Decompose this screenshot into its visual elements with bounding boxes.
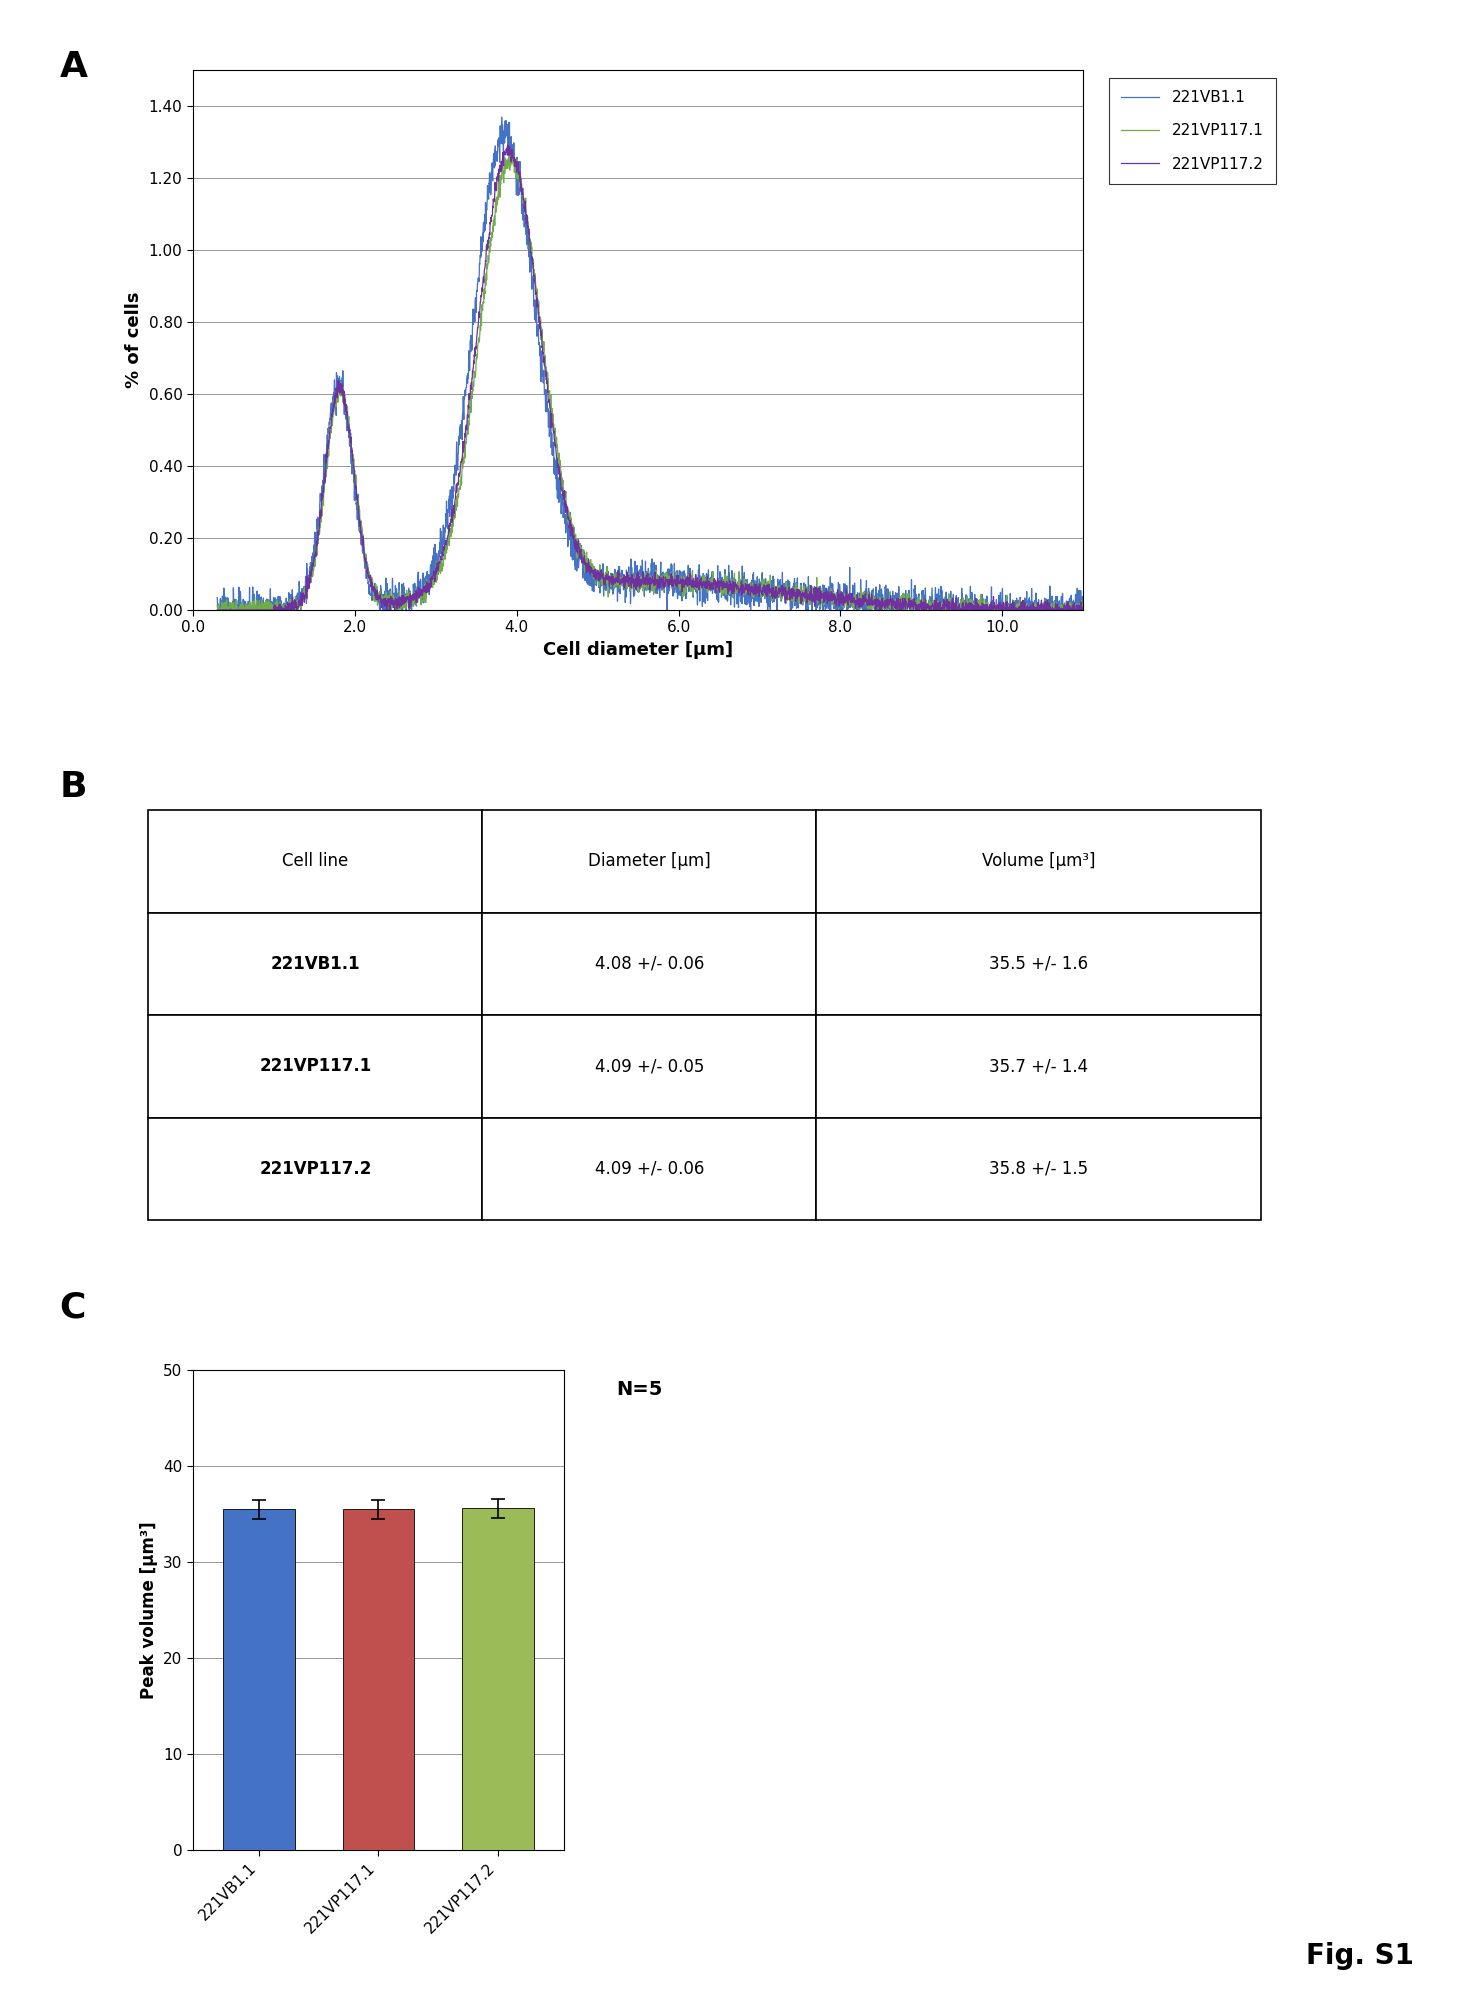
221VB1.1	[359, 560, 377, 584]
221VB1.1	[1074, 586, 1092, 610]
Bar	[462, 1508, 534, 1850]
Text: 35.5 +/- 1.6: 35.5 +/- 1.6	[990, 954, 1088, 972]
221VP117.2	[579, 554, 597, 578]
Line: 221VP117.1: 221VP117.1	[217, 154, 1083, 610]
Text: A: A	[59, 50, 88, 84]
Text: Diameter [μm]: Diameter [μm]	[588, 852, 711, 870]
Bar	[482, 1118, 816, 1220]
221VB1.1	[208, 586, 226, 610]
221VP117.2	[208, 598, 226, 622]
Bar	[482, 810, 816, 912]
Bar	[148, 810, 482, 912]
221VB1.1	[579, 552, 597, 576]
Text: Fig. S1: Fig. S1	[1306, 1942, 1414, 1970]
221VP117.1	[307, 534, 325, 558]
Bar	[148, 912, 482, 1016]
221VB1.1	[965, 590, 982, 614]
Bar	[816, 810, 1261, 912]
Legend: 221VB1.1, 221VP117.1, 221VP117.2: 221VB1.1, 221VP117.1, 221VP117.2	[1109, 78, 1276, 184]
Y-axis label: Peak volume [μm³]: Peak volume [μm³]	[139, 1522, 157, 1698]
X-axis label: Cell diameter [μm]: Cell diameter [μm]	[543, 640, 733, 658]
221VP117.2	[1058, 598, 1076, 622]
Line: 221VB1.1: 221VB1.1	[217, 118, 1083, 610]
Bar	[148, 1016, 482, 1118]
221VB1.1	[542, 422, 559, 446]
Bar	[148, 1118, 482, 1220]
221VP117.1	[209, 598, 227, 622]
221VP117.2	[499, 132, 516, 156]
221VP117.2	[359, 562, 377, 586]
Text: 221VP117.2: 221VP117.2	[260, 1160, 371, 1178]
221VP117.1	[500, 142, 518, 166]
221VP117.1	[542, 394, 559, 418]
Text: B: B	[59, 770, 88, 804]
221VP117.2	[1074, 596, 1092, 620]
Y-axis label: % of cells: % of cells	[125, 292, 142, 388]
Text: C: C	[59, 1290, 86, 1324]
Bar	[816, 912, 1261, 1016]
Text: Cell line: Cell line	[282, 852, 349, 870]
Bar	[343, 1510, 414, 1850]
Text: 35.7 +/- 1.4: 35.7 +/- 1.4	[990, 1058, 1088, 1076]
221VP117.1	[208, 594, 226, 618]
221VB1.1	[209, 598, 227, 622]
Text: Volume [μm³]: Volume [μm³]	[982, 852, 1095, 870]
221VP117.1	[359, 552, 377, 576]
Text: 4.09 +/- 0.05: 4.09 +/- 0.05	[595, 1058, 703, 1076]
Bar	[223, 1510, 295, 1850]
221VP117.1	[965, 598, 982, 622]
Bar	[816, 1016, 1261, 1118]
Text: 221VP117.1: 221VP117.1	[260, 1058, 371, 1076]
Text: N=5: N=5	[616, 1380, 662, 1400]
Text: 221VB1.1: 221VB1.1	[270, 954, 361, 972]
221VB1.1	[307, 520, 325, 544]
Line: 221VP117.2: 221VP117.2	[217, 144, 1083, 610]
221VP117.1	[1074, 594, 1092, 618]
Bar	[482, 912, 816, 1016]
221VP117.2	[540, 392, 558, 416]
221VP117.2	[965, 598, 982, 622]
221VP117.2	[307, 544, 325, 568]
Text: 4.09 +/- 0.06: 4.09 +/- 0.06	[595, 1160, 703, 1178]
Bar	[816, 1118, 1261, 1220]
221VB1.1	[1058, 598, 1076, 622]
221VP117.1	[1058, 598, 1076, 622]
Text: 35.8 +/- 1.5: 35.8 +/- 1.5	[990, 1160, 1088, 1178]
221VP117.1	[579, 550, 597, 574]
Text: 4.08 +/- 0.06: 4.08 +/- 0.06	[595, 954, 703, 972]
221VB1.1	[493, 106, 510, 130]
Bar	[482, 1016, 816, 1118]
